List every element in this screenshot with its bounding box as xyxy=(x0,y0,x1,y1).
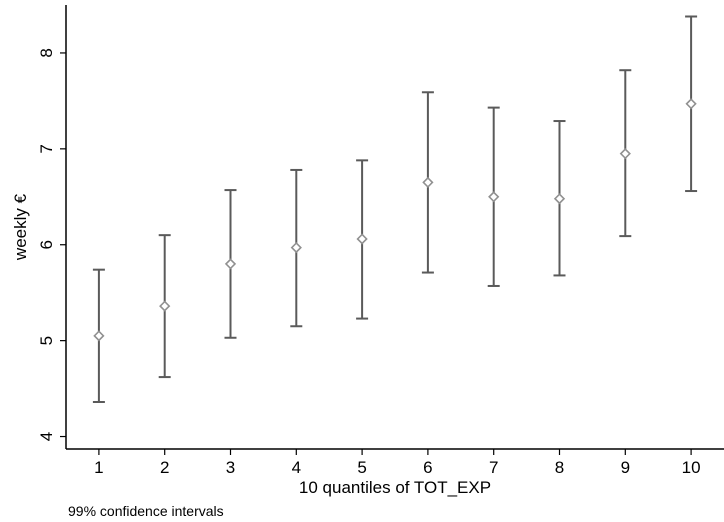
data-point-marker xyxy=(488,191,500,203)
y-tick-label: 7 xyxy=(37,144,56,153)
x-tick-label: 10 xyxy=(682,458,701,477)
ci-errorbar xyxy=(92,268,105,404)
x-tick-label: 3 xyxy=(226,458,235,477)
ci-errorbar xyxy=(487,106,500,287)
data-point-marker xyxy=(93,330,105,342)
y-ticks-group: 4 5 6 7 8 xyxy=(37,48,66,441)
ci-errorbar xyxy=(224,189,237,339)
axes-group: 4 5 6 7 8 1 2 3 4 5 6 7 8 9 10 xyxy=(37,5,724,477)
ci-errorbar xyxy=(421,91,434,274)
y-tick-label: 5 xyxy=(37,336,56,345)
x-tick-label: 5 xyxy=(357,458,366,477)
x-tick-label: 7 xyxy=(489,458,498,477)
marks-group xyxy=(92,15,698,404)
x-tick-label: 6 xyxy=(423,458,432,477)
x-ticks-group: 1 2 3 4 5 6 7 8 9 10 xyxy=(94,449,701,477)
x-tick-label: 8 xyxy=(555,458,564,477)
data-point-marker xyxy=(290,241,302,254)
data-point-marker xyxy=(685,98,697,110)
y-tick-label: 6 xyxy=(37,240,56,249)
ci-errorbar xyxy=(685,15,698,193)
ci-errorbar xyxy=(290,168,303,328)
y-tick-label: 8 xyxy=(37,48,56,57)
y-axis-title: weekly € xyxy=(11,193,30,261)
data-point-marker xyxy=(159,300,171,312)
data-point-marker xyxy=(356,233,368,245)
x-tick-label: 1 xyxy=(94,458,103,477)
data-point-marker xyxy=(553,193,566,205)
ci-errorbar xyxy=(553,120,566,277)
data-point-marker xyxy=(619,148,631,160)
data-point-marker xyxy=(224,258,237,270)
ci-errorbar xyxy=(619,69,632,238)
x-tick-label: 4 xyxy=(292,458,301,477)
y-tick-label: 4 xyxy=(37,432,56,441)
x-axis-title: 10 quantiles of TOT_EXP xyxy=(299,478,491,497)
data-point-marker xyxy=(422,176,434,189)
chart-note: 99% confidence intervals xyxy=(68,503,224,519)
ci-errorbar xyxy=(356,159,369,320)
ci-errorbar xyxy=(158,234,171,379)
x-tick-label: 9 xyxy=(621,458,630,477)
x-tick-label: 2 xyxy=(160,458,169,477)
